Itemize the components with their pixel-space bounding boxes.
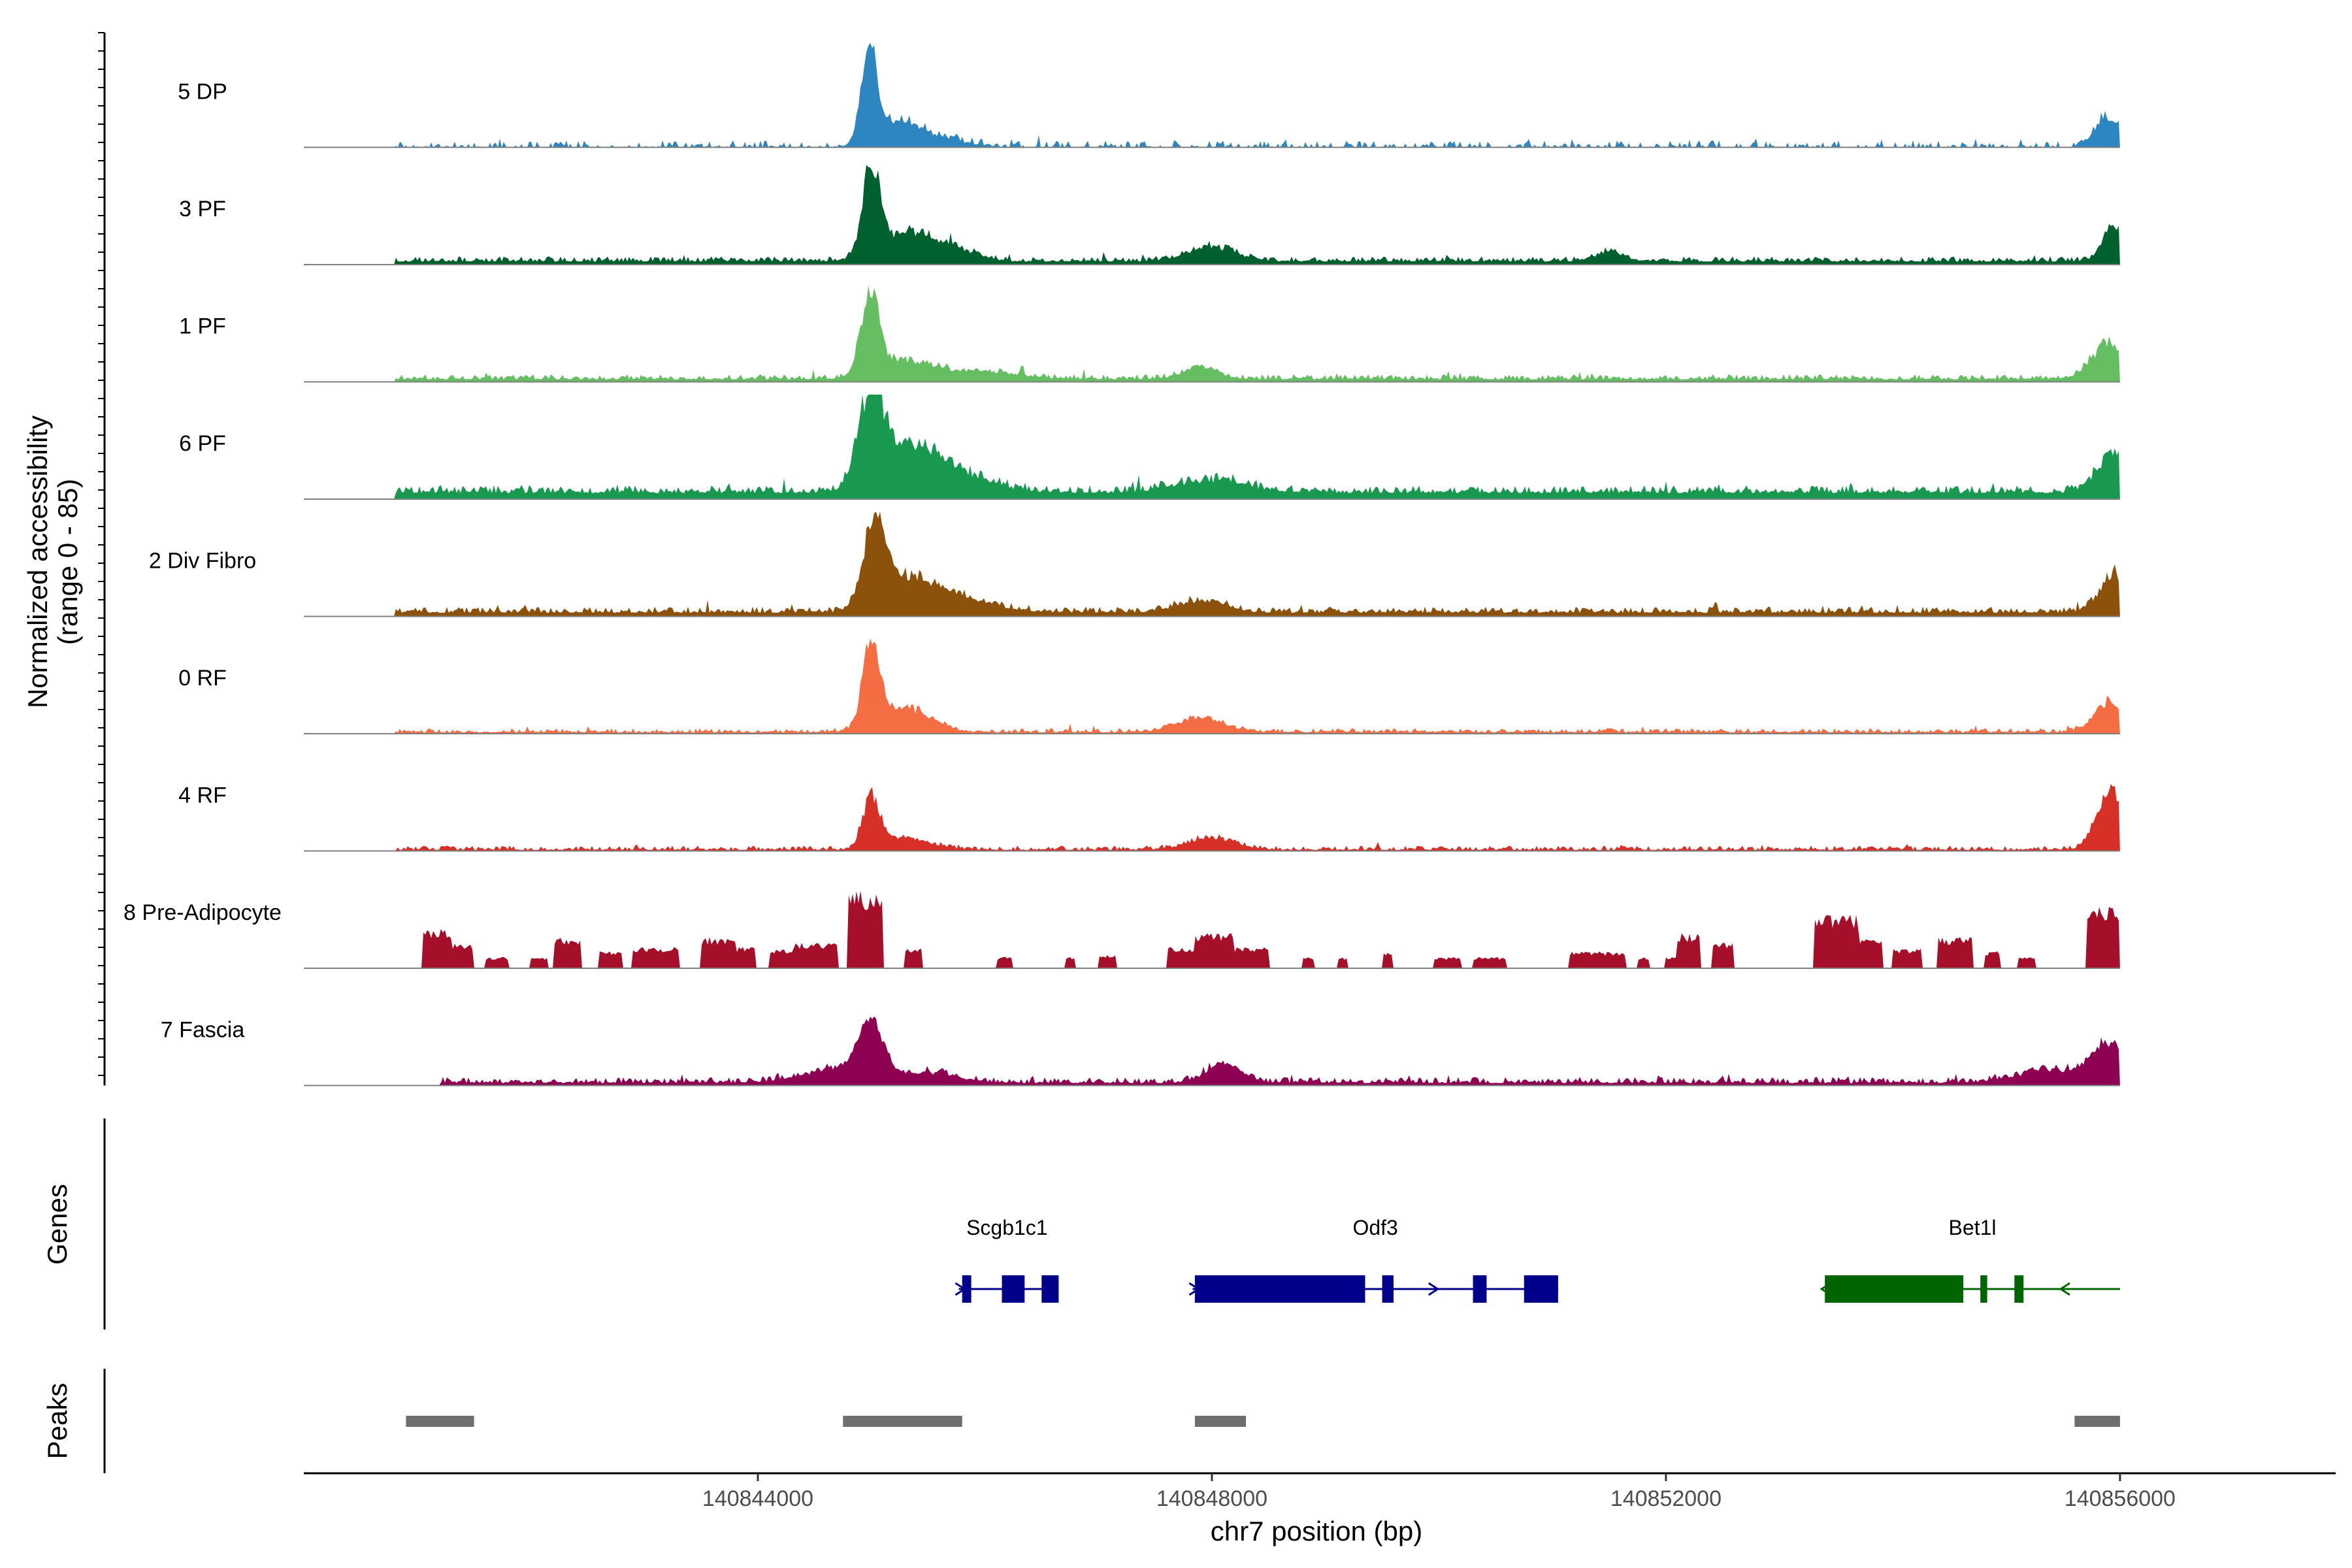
coverage-area	[304, 285, 2120, 382]
gene-exon	[1473, 1275, 1487, 1303]
track-label: 8 Pre-Adipocyte	[123, 900, 282, 925]
coverage-area	[304, 395, 2120, 499]
x-tick-label: 140848000	[1156, 1486, 1267, 1511]
track-label: 7 Fascia	[161, 1018, 245, 1043]
coverage-area	[304, 638, 2120, 734]
gene-exon	[1194, 1275, 1365, 1303]
track-1-pf: 1 PF	[179, 285, 2120, 383]
y-axis-title: Normalized accessibility	[22, 416, 53, 708]
x-tick-label: 140856000	[2065, 1486, 2176, 1511]
gene-exon	[1825, 1275, 1964, 1303]
strand-arrow	[1188, 1282, 1201, 1296]
gene-exon	[1382, 1275, 1394, 1303]
gene-label: Bet1l	[1949, 1216, 1997, 1239]
genes-panel-title: Genes	[42, 1184, 73, 1265]
x-tick-label: 140852000	[1610, 1486, 1722, 1511]
axes: 140844000 140848000 140852000 140856000	[98, 32, 2336, 1511]
gene-exon	[1980, 1275, 1987, 1303]
track-4-rf: 4 RF	[178, 783, 2120, 852]
x-axis-title: chr7 position (bp)	[1211, 1516, 1423, 1546]
y-axis-range: (range 0 - 85)	[52, 479, 83, 645]
track-label: 6 PF	[179, 431, 226, 456]
track-label: 2 Div Fibro	[149, 549, 256, 574]
track-label: 0 RF	[178, 666, 227, 691]
gene-exon	[1002, 1275, 1025, 1303]
peak-region	[843, 1416, 962, 1427]
gene-exon	[1524, 1275, 1558, 1303]
coverage-area	[304, 1016, 2120, 1086]
track-label: 1 PF	[179, 314, 226, 339]
track-3-pf: 3 PF	[179, 165, 2120, 265]
gene-exon	[1041, 1275, 1059, 1303]
peaks-panel-title: Peaks	[42, 1383, 73, 1460]
gene-odf3: Odf3	[1188, 1216, 1558, 1303]
coverage-tracks: 5 DP 3 PF 1 PF 6 PF 2 Div Fibro 0 RF 4 RF 8 Pre…	[123, 42, 2120, 1086]
gene-label: Odf3	[1352, 1216, 1397, 1239]
coverage-area	[304, 512, 2120, 617]
peak-region	[406, 1416, 474, 1427]
gene-exon	[2014, 1275, 2024, 1303]
gene-label: Scgb1c1	[966, 1216, 1048, 1239]
strand-arrow	[1820, 1282, 1831, 1296]
gene-annotation-panel: Scgb1c1 Odf3 Bet1l	[955, 1216, 2120, 1303]
track-8-pre-adipocyte: 8 Pre-Adipocyte	[123, 890, 2120, 969]
track-label: 3 PF	[179, 197, 226, 221]
track-0-rf: 0 RF	[178, 638, 2120, 734]
track-5-dp: 5 DP	[178, 42, 2120, 148]
track-2-div-fibro: 2 Div Fibro	[149, 512, 2120, 617]
track-label: 5 DP	[178, 80, 227, 105]
strand-arrow	[1428, 1282, 1440, 1296]
gene-exon	[962, 1275, 972, 1303]
coverage-area	[304, 784, 2120, 851]
strand-arrow	[955, 1282, 967, 1296]
coverage-area	[304, 42, 2120, 148]
track-label: 4 RF	[178, 783, 227, 808]
peak-region	[1194, 1416, 1247, 1427]
peaks-panel	[406, 1416, 2120, 1427]
gene-bet1l: Bet1l	[1820, 1216, 2120, 1303]
peak-region	[2074, 1416, 2120, 1427]
gene-scgb1c1: Scgb1c1	[955, 1216, 1059, 1303]
coverage-area	[304, 890, 2120, 968]
track-7-fascia: 7 Fascia	[161, 1016, 2120, 1086]
x-tick-label: 140844000	[702, 1486, 813, 1511]
track-6-pf: 6 PF	[179, 395, 2120, 500]
coverage-area	[304, 165, 2120, 265]
strand-arrow	[2059, 1282, 2070, 1296]
